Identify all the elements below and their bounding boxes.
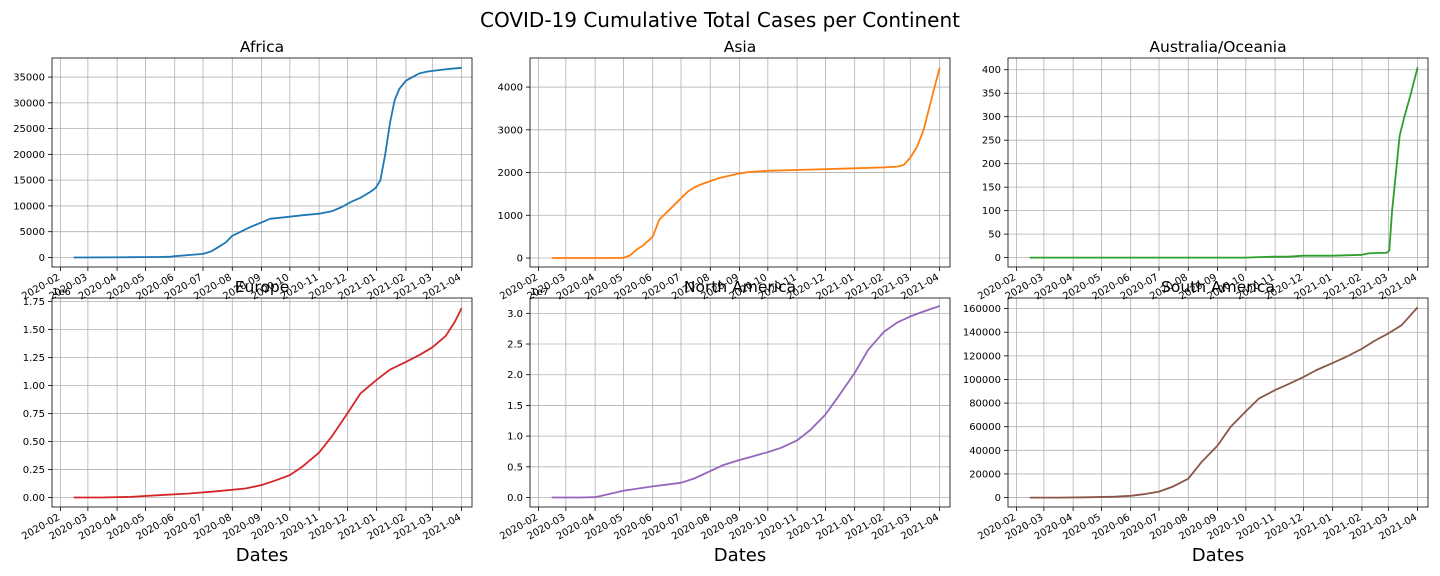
x-axis-label: Dates [714, 545, 766, 566]
x-axis-label: Dates [236, 545, 288, 566]
y-tick-label: 1.00 [23, 381, 45, 392]
y-tick-label: 10000 [13, 201, 45, 212]
y-tick-label: 140000 [963, 328, 1001, 339]
y-tick-label: 15000 [13, 176, 45, 187]
panel-title-asia: Asia [724, 38, 756, 56]
y-tick-label: 1.50 [23, 325, 45, 336]
y-tick-label: 40000 [969, 446, 1001, 457]
y-tick-label: 200 [982, 159, 1001, 170]
series-line-asia [551, 67, 941, 259]
y-tick-label: 0.25 [23, 465, 45, 476]
y-tick-label: 150 [982, 183, 1001, 194]
axes-frame [1007, 297, 1429, 508]
axes-frame [529, 57, 951, 268]
y-tick-label: 0.50 [23, 437, 45, 448]
y-tick-label: 5000 [20, 227, 45, 238]
y-tick-label: 400 [982, 65, 1001, 76]
y-tick-label: 0 [995, 253, 1001, 264]
axes-frame [51, 57, 473, 268]
y-tick-label: 20000 [969, 469, 1001, 480]
y-tick-label: 2.0 [507, 370, 523, 381]
y-tick-label: 100000 [963, 375, 1001, 386]
y-tick-label: 100 [982, 206, 1001, 217]
y-tick-label: 3000 [498, 125, 523, 136]
y-tick-label: 1000 [498, 211, 523, 222]
axes-frame [51, 297, 473, 508]
panel-title-europe: Europe [235, 278, 290, 296]
panel-title-africa: Africa [240, 38, 284, 56]
y-tick-label: 1.5 [507, 401, 523, 412]
y-tick-label: 35000 [13, 73, 45, 84]
y-tick-label: 1.25 [23, 353, 45, 364]
y-tick-label: 0 [995, 493, 1001, 504]
y-tick-label: 0 [39, 253, 45, 264]
y-tick-label: 160000 [963, 304, 1001, 315]
y-tick-label: 2000 [498, 168, 523, 179]
series-line-north-america [551, 305, 940, 499]
y-tick-label: 0.0 [507, 493, 523, 504]
y-tick-label: 1.75 [23, 297, 45, 308]
y-tick-label: 300 [982, 112, 1001, 123]
y-tick-label: 4000 [498, 83, 523, 94]
y-tick-label: 0.5 [507, 462, 523, 473]
y-tick-label: 3.0 [507, 309, 523, 320]
y-tick-label: 250 [982, 136, 1001, 147]
y-tick-label: 50 [988, 230, 1001, 241]
panel-title-north-america: North America [684, 278, 796, 296]
y-tick-label: 0.00 [23, 493, 45, 504]
y-tick-label: 0 [517, 254, 523, 265]
panel-title-south-america: South America [1161, 278, 1275, 296]
axes-frame [529, 297, 951, 508]
y-tick-label: 350 [982, 89, 1001, 100]
series-line-south-america [1029, 306, 1419, 499]
y-offset-label: 1e7 [530, 287, 549, 298]
axes-frame [1007, 57, 1429, 268]
y-tick-label: 20000 [13, 150, 45, 161]
series-line-europe [73, 307, 463, 499]
panel-title-australia-oceania: Australia/Oceania [1149, 38, 1286, 56]
x-axis-label: Dates [1192, 545, 1244, 566]
y-tick-label: 2.5 [507, 340, 523, 351]
y-tick-label: 120000 [963, 351, 1001, 362]
figure-suptitle: COVID-19 Cumulative Total Cases per Cont… [480, 8, 960, 32]
series-line-australia-oceania [1029, 67, 1419, 259]
y-tick-label: 25000 [13, 124, 45, 135]
y-offset-label: 1e6 [52, 287, 71, 298]
y-tick-label: 80000 [969, 399, 1001, 410]
y-tick-label: 1.0 [507, 432, 523, 443]
y-tick-label: 0.75 [23, 409, 45, 420]
series-line-africa [73, 66, 462, 259]
y-tick-label: 30000 [13, 98, 45, 109]
y-tick-label: 60000 [969, 422, 1001, 433]
